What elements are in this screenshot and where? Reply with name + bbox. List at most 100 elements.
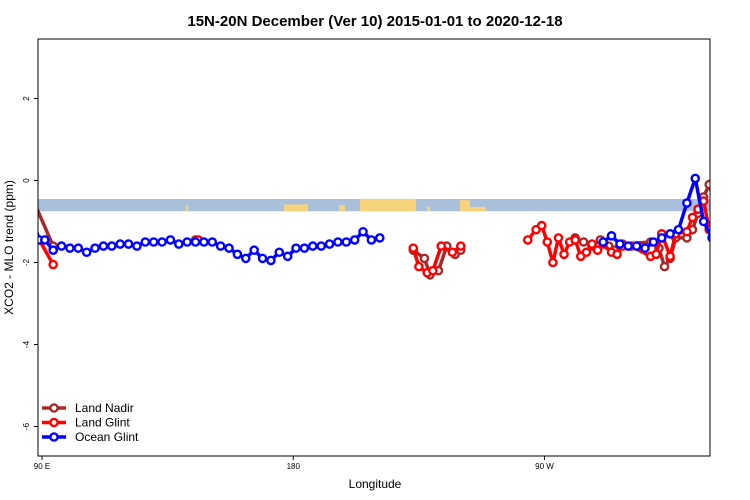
data-point	[199, 237, 209, 247]
data-point	[173, 239, 184, 249]
data-point	[19, 193, 26, 200]
series-segment	[715, 203, 726, 246]
series-segment	[22, 185, 28, 197]
land-patch	[305, 203, 307, 212]
legend-label: Land Nadir	[75, 401, 134, 415]
series-segment	[28, 178, 34, 221]
data-point	[587, 239, 597, 249]
data-point	[224, 243, 234, 253]
series-segment	[17, 203, 23, 211]
data-point	[38, 219, 39, 224]
data-point	[90, 243, 100, 253]
data-point	[553, 233, 564, 243]
land-patch	[460, 200, 470, 212]
data-point	[722, 243, 729, 250]
data-point	[65, 243, 75, 253]
series-segment	[17, 197, 23, 205]
data-point	[428, 265, 438, 276]
data-point	[282, 251, 293, 262]
series-segment	[693, 176, 706, 224]
series-land-glint	[17, 185, 724, 278]
data-point	[707, 233, 710, 243]
y-tick-label: -2	[22, 258, 31, 266]
series-segment	[28, 189, 34, 230]
data-point	[307, 241, 318, 251]
data-point	[24, 185, 31, 192]
data-point	[140, 237, 151, 247]
data-point	[734, 243, 741, 250]
data-point	[38, 227, 39, 232]
data-point	[232, 249, 243, 260]
data-point	[165, 235, 176, 245]
data-point	[106, 241, 117, 251]
data-point	[374, 233, 385, 243]
data-point	[148, 237, 159, 247]
data-point	[299, 243, 310, 253]
series-segment	[38, 206, 55, 248]
legend-item: Land Glint	[42, 416, 130, 430]
data-point	[266, 255, 276, 266]
data-point	[631, 241, 642, 251]
data-point	[358, 226, 368, 237]
data-point	[687, 212, 698, 223]
land-patch	[470, 206, 486, 212]
data-point	[592, 245, 603, 255]
series-layer	[17, 173, 749, 280]
data-point	[249, 245, 259, 255]
data-point	[414, 261, 424, 272]
data-point	[48, 259, 58, 270]
data-point	[436, 241, 447, 251]
data-point	[717, 236, 724, 243]
data-point	[682, 226, 692, 237]
data-point	[341, 237, 352, 247]
data-point	[536, 220, 547, 231]
data-point	[581, 247, 592, 258]
data-point	[408, 243, 419, 253]
data-point	[157, 237, 167, 247]
legend-label: Land Glint	[75, 416, 130, 430]
data-point	[39, 235, 50, 245]
data-point	[665, 251, 675, 262]
data-point	[648, 237, 659, 247]
data-point	[559, 249, 569, 260]
data-point	[698, 216, 709, 227]
land-patch	[427, 206, 430, 212]
data-point	[81, 247, 92, 258]
data-point	[366, 235, 377, 245]
data-point	[742, 245, 749, 252]
series-segment	[701, 199, 710, 232]
data-point	[447, 247, 458, 258]
data-point	[316, 241, 326, 251]
data-point	[717, 261, 724, 268]
y-tick-label: -4	[22, 340, 31, 348]
data-point	[704, 179, 710, 190]
data-point	[455, 241, 466, 251]
data-point	[240, 253, 251, 264]
data-point	[333, 237, 343, 247]
x-tick-label: 180	[287, 462, 301, 471]
chart-title: 15N-20N December (Ver 10) 2015-01-01 to …	[187, 13, 562, 30]
series-segment	[729, 246, 737, 250]
x-axis: 90 E 180 90 W	[34, 456, 554, 471]
legend-item: Ocean Glint	[42, 430, 139, 444]
data-point	[640, 243, 650, 253]
data-point	[615, 239, 625, 249]
data-point	[190, 237, 201, 247]
data-point	[570, 235, 581, 245]
data-point	[673, 224, 684, 235]
data-point	[257, 253, 268, 264]
x-axis-label: Longitude	[349, 477, 402, 491]
data-point	[542, 237, 553, 247]
data-point	[324, 239, 335, 249]
data-point	[659, 261, 670, 272]
data-point	[709, 202, 710, 204]
plot-frame	[37, 38, 711, 457]
legend-label: Ocean Glint	[75, 430, 139, 444]
data-point	[419, 253, 430, 264]
data-point	[48, 245, 58, 255]
series-segment	[712, 238, 720, 240]
legend-marker	[49, 417, 59, 428]
data-point	[98, 241, 109, 251]
x-tick-label: 90 E	[34, 462, 50, 471]
